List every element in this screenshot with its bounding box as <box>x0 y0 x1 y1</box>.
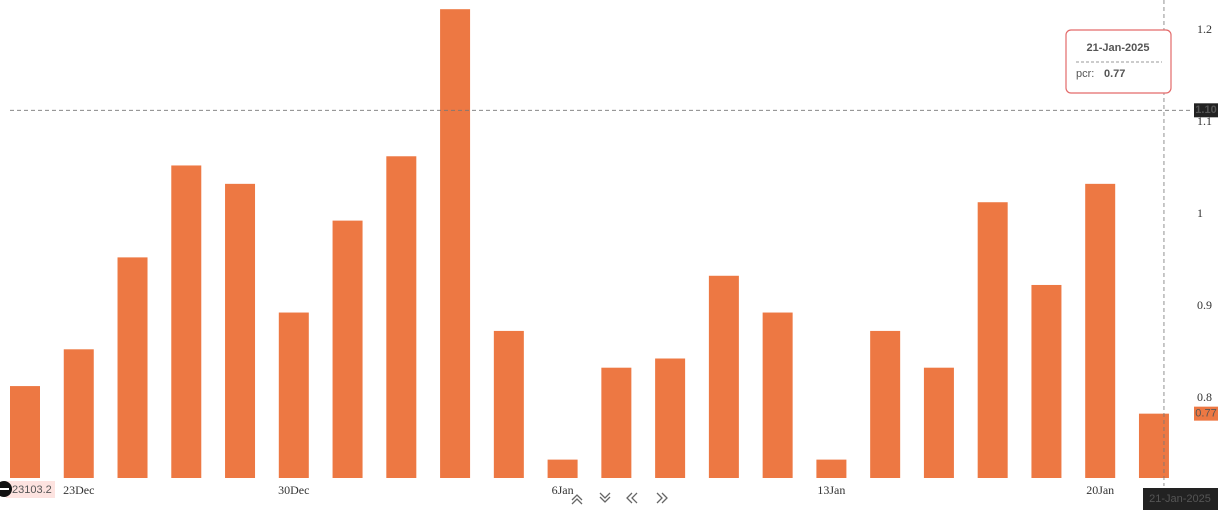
bar <box>10 386 40 478</box>
tooltip-date: 21-Jan-2025 <box>1087 42 1150 54</box>
bar <box>923 367 954 478</box>
crosshair-x-box <box>1143 488 1218 510</box>
bar <box>440 9 471 478</box>
bar <box>870 330 901 478</box>
x-tick-label: 20Jan <box>1086 483 1114 497</box>
nav-up[interactable] <box>571 494 583 505</box>
last-value-box <box>1194 406 1218 421</box>
bar <box>1138 413 1169 478</box>
nav-controls[interactable] <box>571 492 668 505</box>
bar <box>762 312 793 478</box>
x-tick-label: 23Dec <box>63 483 94 497</box>
price-box <box>6 481 55 498</box>
bar <box>655 358 686 478</box>
bar <box>171 165 202 478</box>
bar <box>117 257 148 478</box>
bar <box>816 459 847 478</box>
x-tick-label: 13Jan <box>817 483 845 497</box>
bar <box>547 459 578 478</box>
tooltip-series-label: pcr: <box>1076 68 1094 80</box>
bar <box>386 156 417 478</box>
bar <box>225 183 256 478</box>
y-tick-label: 0.8 <box>1197 390 1212 404</box>
tooltip-value: 0.77 <box>1104 68 1125 80</box>
nav-down[interactable] <box>599 492 611 503</box>
bar <box>493 330 524 478</box>
last-value-label: 0.77 <box>1195 408 1216 420</box>
bar <box>332 220 363 478</box>
crosshair-y-box <box>1194 103 1218 118</box>
bar <box>278 312 309 478</box>
crosshair-y-label: 1.10 <box>1195 104 1216 116</box>
x-tick-label: 30Dec <box>278 483 309 497</box>
y-tick-label: 1.1 <box>1197 114 1212 128</box>
y-tick-label: 0.9 <box>1197 298 1212 312</box>
y-tick-label: 1.2 <box>1197 22 1212 36</box>
bar <box>601 367 632 478</box>
bar <box>708 275 739 478</box>
bar <box>1085 183 1116 478</box>
nav-left[interactable] <box>626 492 638 504</box>
price-label: 23103.2 <box>12 484 52 496</box>
crosshair-x-label: 21-Jan-2025 <box>1149 493 1211 505</box>
bar <box>1031 284 1062 478</box>
x-tick-label: 6Jan <box>552 483 574 497</box>
bar <box>63 349 94 478</box>
bar <box>977 202 1008 478</box>
nav-right[interactable] <box>656 492 668 504</box>
y-tick-label: 1 <box>1197 206 1203 220</box>
